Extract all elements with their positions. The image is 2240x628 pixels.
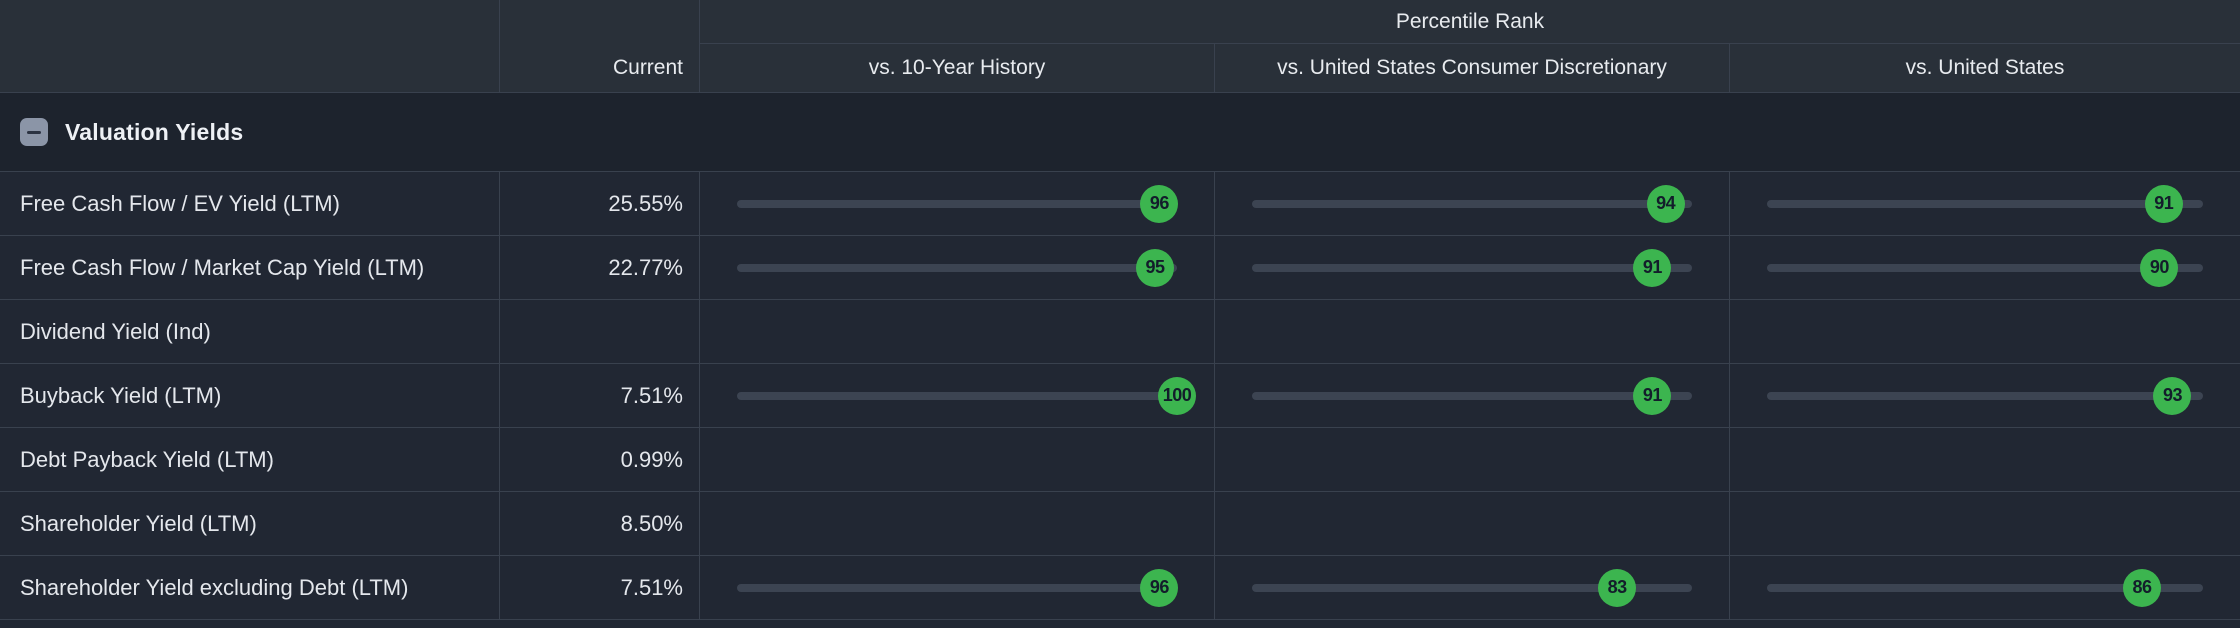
percentile-cell: 86 <box>1730 556 2240 619</box>
percentile-cell <box>1730 300 2240 363</box>
current-value: 0.99% <box>620 446 683 472</box>
percentile-badge: 90 <box>2140 248 2179 287</box>
metric-row[interactable]: Shareholder Yield excluding Debt (LTM) 7… <box>0 555 2240 619</box>
percentile-cell <box>1215 300 1730 363</box>
current-value-cell: 8.50% <box>500 492 700 555</box>
percentile-cell <box>1730 492 2240 555</box>
percentile-slider-track: 90 <box>1767 248 2203 287</box>
percentile-slider-track: 91 <box>1252 376 1692 415</box>
metric-label-cell: Buyback Yield (LTM) <box>0 364 500 427</box>
collapse-section-button[interactable] <box>20 118 48 146</box>
percentile-cell <box>700 300 1215 363</box>
current-value-cell: 7.51% <box>500 364 700 427</box>
percentile-badge: 95 <box>1136 248 1174 287</box>
percentile-subheaders: vs. 10-Year History vs. United States Co… <box>700 44 2240 92</box>
current-column-header: Current <box>500 0 700 92</box>
metric-label: Buyback Yield (LTM) <box>20 382 222 408</box>
section-row-valuation-yields: Valuation Yields <box>0 93 2240 171</box>
percentile-cell: 96 <box>700 172 1215 235</box>
percentile-cell: 91 <box>1215 236 1730 299</box>
percentile-slider-track: 91 <box>1252 248 1692 287</box>
percentile-badge: 91 <box>1633 376 1672 415</box>
percentile-badge: 91 <box>2144 184 2183 223</box>
metric-label: Debt Payback Yield (LTM) <box>20 446 274 472</box>
percentile-badge: 94 <box>1646 184 1685 223</box>
percentile-cell <box>1215 492 1730 555</box>
percentile-column-header-10-year-history: vs. 10-Year History <box>700 44 1215 92</box>
percentile-badge: 91 <box>1633 248 1672 287</box>
percentile-rank-group-header: Percentile Rank vs. 10-Year History vs. … <box>700 0 2240 92</box>
percentile-cell <box>1730 428 2240 491</box>
metric-row[interactable]: Dividend Yield (Ind) <box>0 299 2240 363</box>
current-value-cell: 25.55% <box>500 172 700 235</box>
percentile-column-header-country: vs. United States <box>1905 56 2065 79</box>
current-value-cell: 0.99% <box>500 428 700 491</box>
current-value-cell: 7.51% <box>500 556 700 619</box>
current-value-cell: 22.77% <box>500 236 700 299</box>
percentile-slider-track: 83 <box>1252 568 1692 607</box>
percentile-badge: 83 <box>1598 568 1637 607</box>
metric-row[interactable]: Free Cash Flow / EV Yield (LTM) 25.55% 9… <box>0 171 2240 235</box>
percentile-cell: 100 <box>700 364 1215 427</box>
percentile-badge: 96 <box>1140 184 1179 223</box>
percentile-badge: 100 <box>1158 376 1196 415</box>
table-body: Free Cash Flow / EV Yield (LTM) 25.55% 9… <box>0 171 2240 619</box>
current-value: 7.51% <box>620 574 683 600</box>
metric-label: Shareholder Yield excluding Debt (LTM) <box>20 574 409 600</box>
current-value: 7.51% <box>620 382 683 408</box>
percentile-cell: 91 <box>1730 172 2240 235</box>
metric-label-cell: Shareholder Yield (LTM) <box>0 492 500 555</box>
metric-label: Shareholder Yield (LTM) <box>20 510 257 536</box>
percentile-cell: 96 <box>700 556 1215 619</box>
percentile-cell: 90 <box>1730 236 2240 299</box>
percentile-badge: 93 <box>2153 376 2192 415</box>
next-row-partial <box>0 619 2240 628</box>
metric-label-cell: Shareholder Yield excluding Debt (LTM) <box>0 556 500 619</box>
metric-label: Free Cash Flow / EV Yield (LTM) <box>20 190 340 216</box>
metric-row[interactable]: Debt Payback Yield (LTM) 0.99% <box>0 427 2240 491</box>
percentile-slider-track: 86 <box>1767 568 2203 607</box>
percentile-cell: 94 <box>1215 172 1730 235</box>
percentile-slider-track: 91 <box>1767 184 2203 223</box>
current-value: 8.50% <box>620 510 683 536</box>
percentile-cell <box>700 492 1215 555</box>
percentile-slider-track: 96 <box>737 184 1179 223</box>
metric-label-cell: Free Cash Flow / Market Cap Yield (LTM) <box>0 236 500 299</box>
table-header: Current Percentile Rank vs. 10-Year Hist… <box>0 0 2240 93</box>
percentile-slider-track: 100 <box>737 376 1196 415</box>
current-value: 22.77% <box>608 254 683 280</box>
metric-row[interactable]: Buyback Yield (LTM) 7.51% 100 91 93 <box>0 363 2240 427</box>
metric-column-header <box>0 0 500 92</box>
percentile-cell <box>700 428 1215 491</box>
current-value: 25.55% <box>608 190 683 216</box>
percentile-slider-track: 95 <box>737 248 1177 287</box>
percentile-badge: 86 <box>2122 568 2161 607</box>
percentile-cell: 83 <box>1215 556 1730 619</box>
percentile-badge: 96 <box>1140 568 1179 607</box>
metric-label-cell: Debt Payback Yield (LTM) <box>0 428 500 491</box>
metric-label-cell: Dividend Yield (Ind) <box>0 300 500 363</box>
current-column-label: Current <box>612 55 683 79</box>
percentile-cell: 91 <box>1215 364 1730 427</box>
percentile-slider-track: 94 <box>1252 184 1692 223</box>
current-value-cell <box>500 300 700 363</box>
percentile-cell: 93 <box>1730 364 2240 427</box>
percentile-cell: 95 <box>700 236 1215 299</box>
metric-label-cell: Free Cash Flow / EV Yield (LTM) <box>0 172 500 235</box>
metric-label: Dividend Yield (Ind) <box>20 318 211 344</box>
minus-icon <box>27 130 41 134</box>
percentile-slider-track: 96 <box>737 568 1179 607</box>
percentile-cell <box>1215 428 1730 491</box>
percentile-rank-title: Percentile Rank <box>700 0 2240 44</box>
metric-row[interactable]: Free Cash Flow / Market Cap Yield (LTM) … <box>0 235 2240 299</box>
percentile-column-header-sector: vs. United States Consumer Discretionary <box>1215 44 1730 92</box>
percentile-slider-track: 93 <box>1767 376 2203 415</box>
section-title: Valuation Yields <box>65 118 244 145</box>
metric-label: Free Cash Flow / Market Cap Yield (LTM) <box>20 254 425 280</box>
metric-row[interactable]: Shareholder Yield (LTM) 8.50% <box>0 491 2240 555</box>
